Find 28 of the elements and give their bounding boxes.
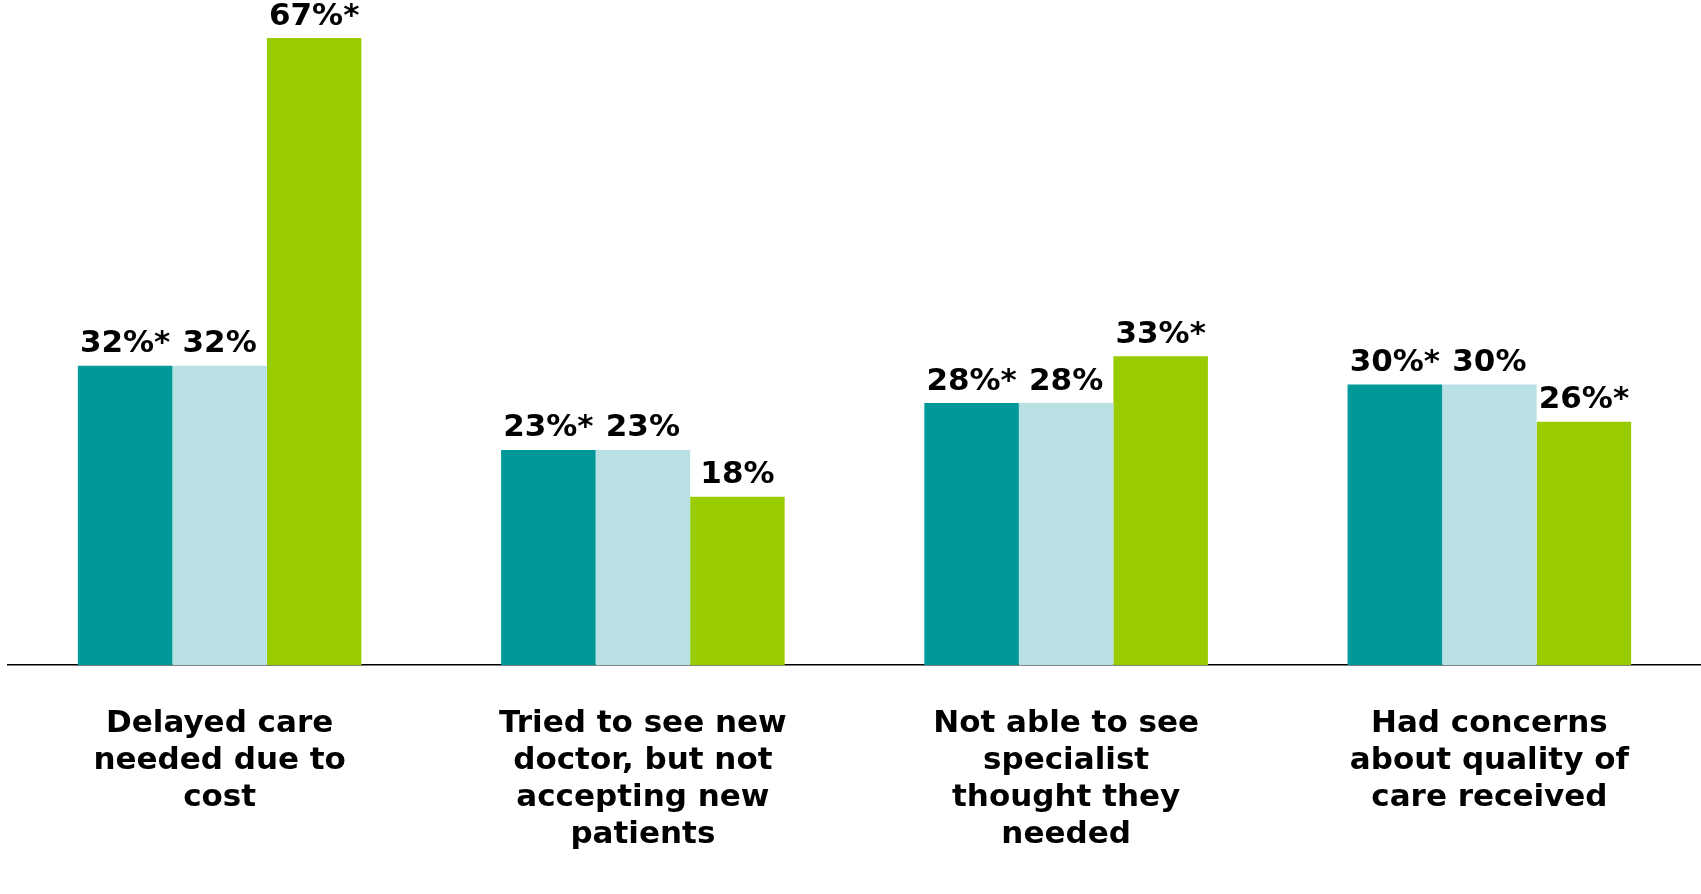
bar <box>77 365 173 666</box>
data-label: 28%* <box>926 360 1017 397</box>
x-tick-label: Delayed care needed due to cost <box>93 702 346 814</box>
x-tick-label: Not able to see specialist thought they needed <box>933 702 1200 851</box>
bar <box>924 403 1019 666</box>
data-label: 32% <box>182 323 257 360</box>
bar <box>595 449 691 666</box>
bar <box>1536 421 1632 666</box>
x-tick-label: Tried to see new doctor, but not accepting new patients <box>499 702 787 851</box>
bar <box>172 365 267 666</box>
bar <box>266 38 362 666</box>
data-label: 30% <box>1452 341 1527 378</box>
data-label: 67%* <box>268 0 360 32</box>
data-label: 23%* <box>503 407 594 444</box>
bar <box>1113 356 1208 666</box>
data-label: 30%* <box>1349 341 1441 378</box>
data-label: 23% <box>605 407 680 444</box>
bar <box>501 449 596 666</box>
bar <box>1442 384 1537 666</box>
data-label: 26%* <box>1538 379 1630 416</box>
data-label: 32%* <box>79 323 171 360</box>
data-label: 18% <box>700 454 775 491</box>
data-label: 28% <box>1029 360 1104 397</box>
bar <box>690 496 785 666</box>
x-tick-label: Had concerns about quality of care received <box>1349 702 1630 814</box>
bar <box>1347 384 1443 666</box>
data-label: 33%* <box>1115 313 1206 350</box>
bar <box>1018 403 1114 666</box>
